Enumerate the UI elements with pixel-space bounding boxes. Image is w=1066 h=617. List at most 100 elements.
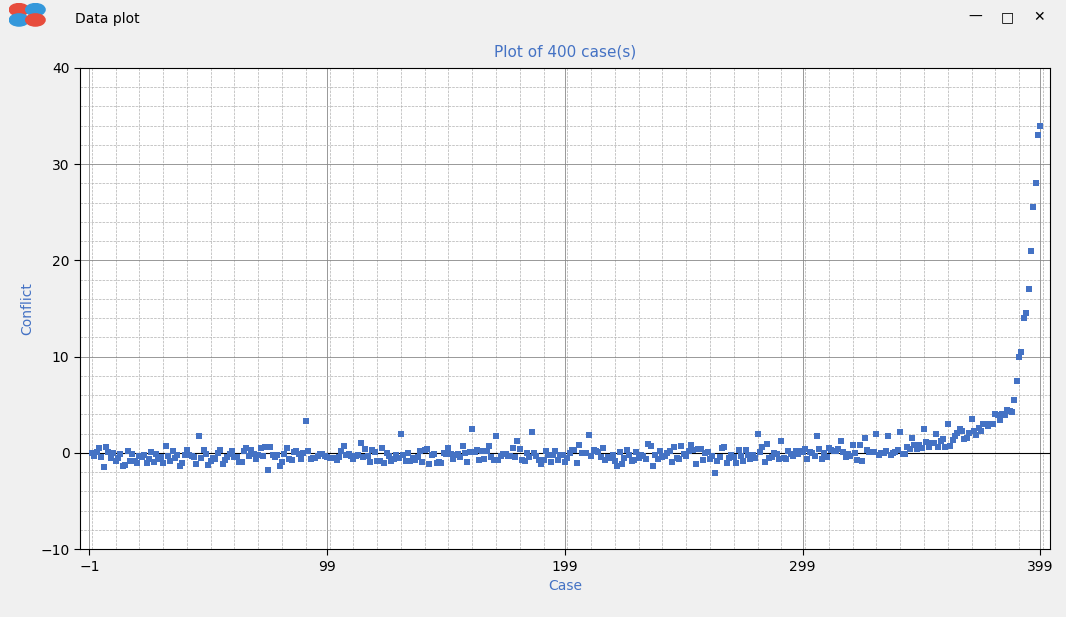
Point (280, 453, 297, 463)
Point (1008, 376, 1025, 386)
Point (863, 447, 881, 457)
Point (445, 455, 462, 465)
Point (85, 452, 102, 462)
Point (671, 454, 688, 464)
Point (916, 424, 933, 434)
Point (145, 457, 162, 467)
Point (437, 449, 454, 459)
Point (452, 452, 469, 462)
Point (837, 452, 854, 462)
Point (1001, 407, 1018, 416)
Point (835, 447, 852, 457)
Point (947, 431, 964, 441)
Point (290, 449, 307, 459)
Point (483, 452, 500, 462)
Point (143, 447, 160, 457)
Point (499, 451, 516, 461)
Point (734, 456, 752, 466)
Point (914, 443, 931, 453)
Point (597, 455, 614, 465)
Point (980, 421, 997, 431)
Point (765, 448, 782, 458)
Point (970, 423, 987, 433)
Point (91, 443, 108, 453)
Point (102, 453, 119, 463)
Point (592, 452, 609, 462)
Point (214, 460, 231, 470)
Point (112, 450, 129, 460)
Point (609, 461, 626, 471)
Point (777, 454, 794, 464)
Point (773, 436, 790, 446)
Point (261, 442, 278, 452)
Point (825, 447, 842, 457)
Point (233, 457, 251, 467)
Point (711, 452, 728, 462)
Point (131, 451, 148, 461)
Point (953, 426, 970, 436)
Point (630, 453, 647, 463)
Point (219, 452, 236, 462)
Point (450, 449, 467, 459)
Point (823, 445, 840, 455)
Point (521, 452, 538, 462)
Point (852, 440, 869, 450)
Point (920, 442, 937, 452)
Point (811, 444, 828, 454)
Point (431, 457, 448, 467)
Point (166, 453, 183, 463)
Point (193, 453, 210, 463)
Point (1011, 352, 1028, 362)
Point (155, 458, 172, 468)
Point (818, 452, 835, 462)
Point (502, 451, 519, 461)
Point (468, 445, 485, 455)
Point (514, 455, 531, 465)
Point (554, 450, 571, 460)
Point (601, 453, 618, 463)
Point (456, 449, 473, 458)
Point (311, 449, 328, 459)
Point (815, 448, 833, 458)
Point (336, 441, 353, 450)
Point (659, 448, 676, 458)
Point (421, 459, 438, 469)
Point (763, 452, 780, 462)
Text: ✕: ✕ (1034, 10, 1045, 24)
Point (958, 434, 975, 444)
Point (133, 452, 150, 462)
Text: —: — (969, 10, 982, 24)
Point (98, 442, 115, 452)
Point (533, 459, 550, 469)
Point (433, 458, 450, 468)
Point (792, 447, 809, 457)
Point (701, 453, 718, 463)
Point (364, 445, 381, 455)
Point (378, 448, 395, 458)
Point (508, 436, 526, 446)
Point (585, 445, 602, 455)
Point (821, 443, 838, 453)
Point (794, 447, 811, 457)
Point (951, 424, 968, 434)
Point (157, 441, 174, 451)
Point (620, 450, 637, 460)
Point (340, 449, 357, 459)
Point (842, 452, 859, 462)
Point (897, 450, 914, 460)
Point (357, 444, 374, 454)
Point (416, 445, 433, 455)
Point (419, 444, 436, 453)
Point (908, 444, 925, 453)
Point (661, 446, 678, 456)
Point (309, 451, 326, 461)
Point (516, 457, 533, 466)
Point (611, 447, 628, 457)
Point (761, 453, 778, 463)
Point (941, 441, 958, 451)
Point (637, 454, 655, 464)
Point (930, 442, 947, 452)
Point (966, 426, 983, 436)
Point (595, 443, 612, 453)
Point (978, 418, 995, 428)
